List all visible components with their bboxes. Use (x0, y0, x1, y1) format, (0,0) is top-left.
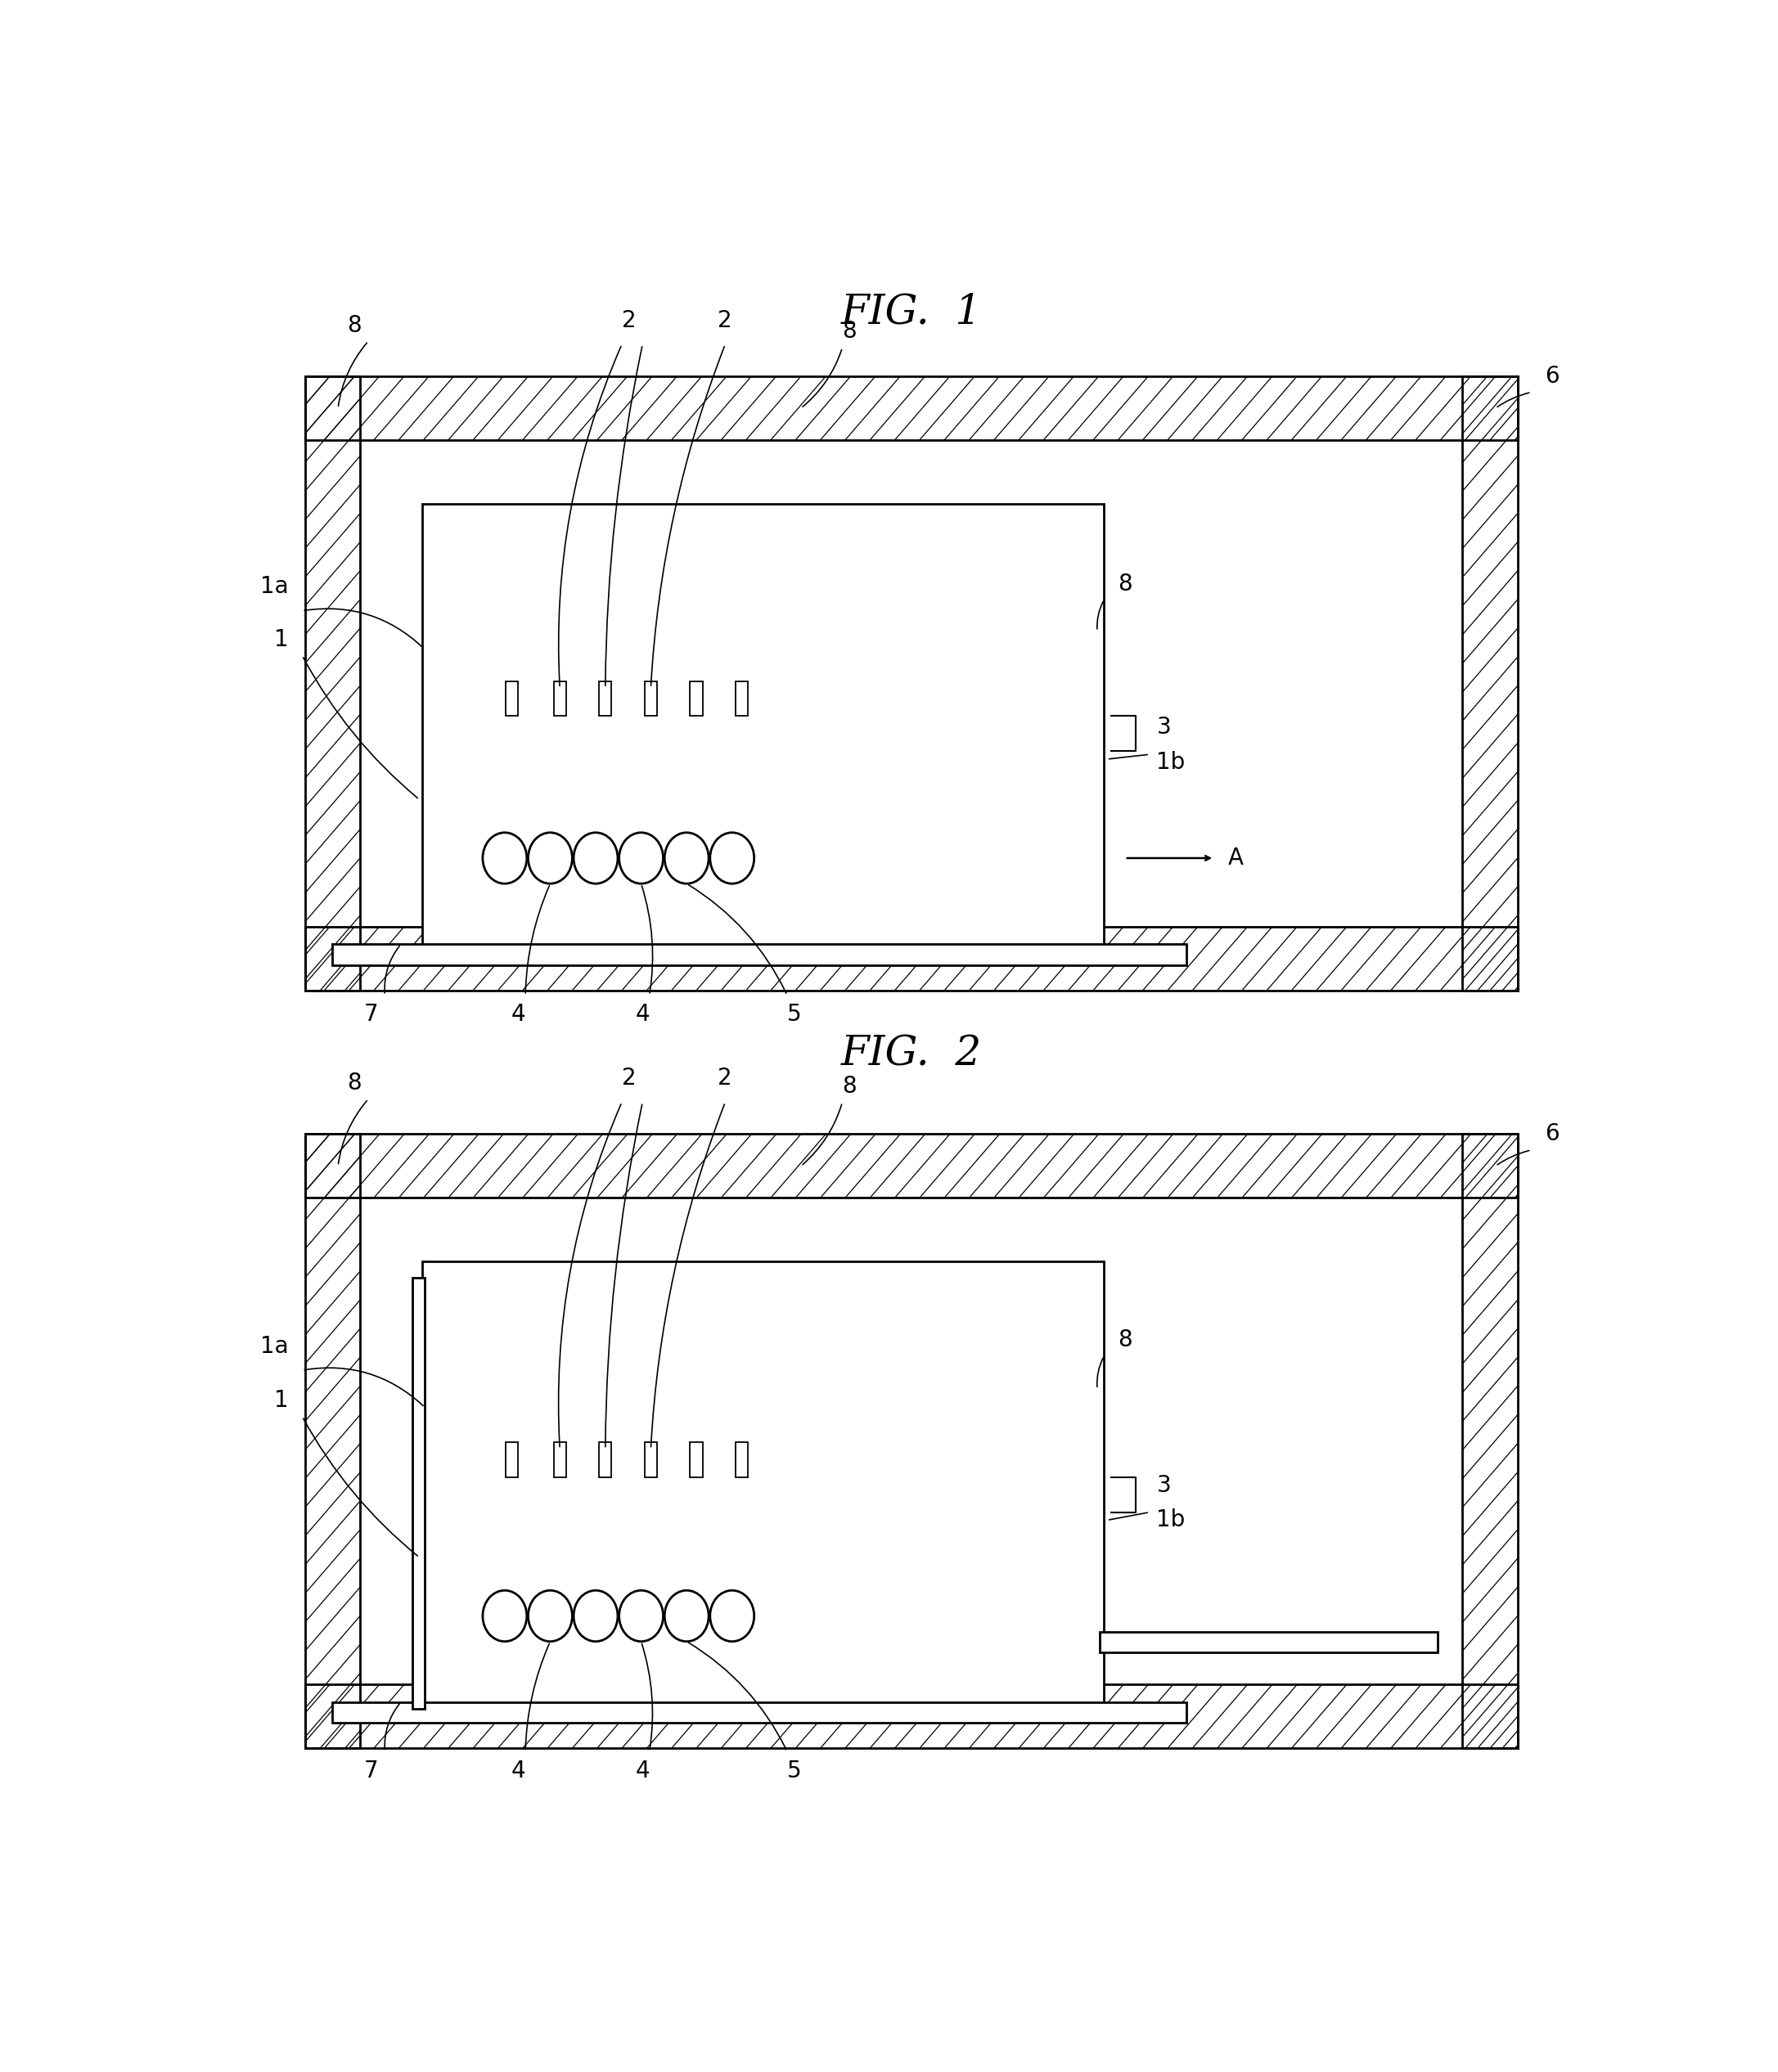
Bar (332, 1701, 1188, 1722)
Text: 2: 2 (622, 1067, 637, 1090)
Bar (436, 717, 1083, 752)
Text: 4: 4 (635, 1003, 649, 1026)
Text: 1: 1 (274, 1388, 288, 1411)
Bar (306, 1133, 359, 1749)
Text: 1a: 1a (260, 576, 288, 599)
Bar (436, 1477, 1083, 1513)
Text: FIG.  1: FIG. 1 (841, 292, 981, 334)
Bar (306, 377, 1517, 439)
Bar (306, 926, 1517, 990)
Bar (1462, 377, 1517, 990)
Bar (1462, 1133, 1517, 1749)
Bar (553, 1442, 565, 1477)
Bar (690, 682, 702, 717)
Bar (332, 945, 1188, 966)
Bar (736, 1442, 749, 1477)
Text: 1b: 1b (1156, 750, 1186, 773)
Bar (736, 682, 749, 717)
Bar (421, 503, 1104, 959)
Text: 5: 5 (788, 1759, 802, 1782)
Bar (306, 1133, 1517, 1198)
Text: 8: 8 (843, 321, 857, 344)
Bar (306, 1133, 359, 1749)
Text: 1: 1 (274, 628, 288, 651)
Text: 2: 2 (622, 309, 637, 332)
Text: 5: 5 (788, 1003, 802, 1026)
Bar (505, 682, 517, 717)
Bar (436, 717, 1083, 752)
Text: 6: 6 (1545, 365, 1559, 387)
Bar (306, 1685, 1517, 1749)
Text: 4: 4 (635, 1759, 649, 1782)
Bar (553, 682, 565, 717)
Text: 2: 2 (718, 1067, 733, 1090)
Bar (599, 1442, 612, 1477)
Bar (645, 1442, 658, 1477)
Bar (690, 1442, 702, 1477)
Bar (1462, 377, 1517, 990)
Text: 8: 8 (1118, 572, 1133, 595)
Text: A: A (1229, 847, 1243, 870)
Bar (1462, 1133, 1517, 1749)
Text: 8: 8 (347, 1071, 361, 1094)
Text: 7: 7 (364, 1003, 379, 1026)
Bar (306, 377, 359, 990)
Text: 8: 8 (843, 1075, 857, 1098)
Text: 8: 8 (347, 313, 361, 336)
Text: 3: 3 (1156, 715, 1172, 740)
Bar (306, 377, 359, 990)
Text: 4: 4 (512, 1759, 526, 1782)
Bar (645, 682, 658, 717)
Bar (1101, 1633, 1438, 1653)
Bar (306, 926, 1517, 990)
Text: 8: 8 (1118, 1328, 1133, 1351)
Text: FIG.  2: FIG. 2 (841, 1034, 981, 1075)
Text: 1a: 1a (260, 1334, 288, 1357)
Bar (421, 1262, 1104, 1716)
Bar (599, 682, 612, 717)
Text: 1b: 1b (1156, 1508, 1186, 1531)
Text: 4: 4 (512, 1003, 526, 1026)
Bar (306, 1685, 1517, 1749)
Text: 3: 3 (1156, 1473, 1172, 1496)
Bar (412, 1278, 425, 1709)
Text: 2: 2 (718, 309, 733, 332)
Bar (505, 1442, 517, 1477)
Bar (306, 1133, 1517, 1198)
Text: 6: 6 (1545, 1123, 1559, 1146)
Text: 7: 7 (364, 1759, 379, 1782)
Bar (436, 1477, 1083, 1513)
Bar (306, 377, 1517, 439)
